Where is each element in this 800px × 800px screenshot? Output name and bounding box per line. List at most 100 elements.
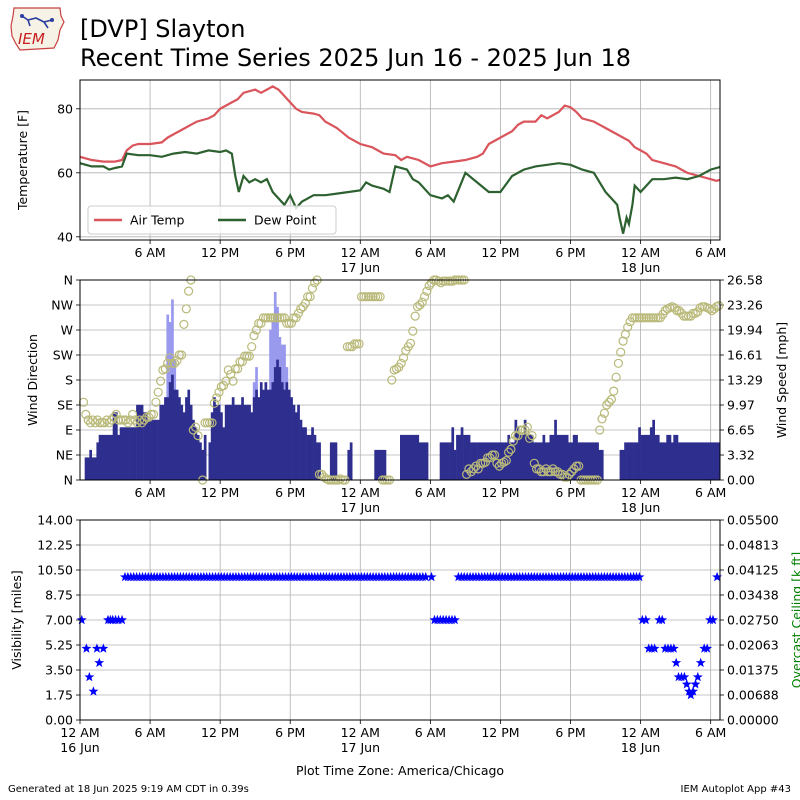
visibility-point bbox=[98, 643, 109, 653]
wind-speed-bar bbox=[619, 449, 623, 480]
wind-speed-bar bbox=[98, 434, 102, 480]
wind-direction-point bbox=[156, 376, 166, 386]
x-tick-label: 12 PM bbox=[481, 245, 519, 260]
wind-speed-bar bbox=[656, 434, 660, 480]
wind-speed-bar bbox=[647, 434, 651, 480]
wind-speed-bar bbox=[154, 419, 158, 480]
wind-speed-bar bbox=[514, 419, 518, 480]
app-attribution: IEM Autoplot App #43 bbox=[680, 784, 791, 795]
wind-speed-bar bbox=[542, 434, 546, 480]
wind-speed-bar bbox=[535, 442, 539, 480]
wind-direction-point bbox=[529, 458, 539, 468]
wind-speed-bar bbox=[112, 412, 116, 480]
wind-speed-bar bbox=[238, 404, 242, 480]
wind-direction-point bbox=[438, 276, 448, 286]
wind-speed-bar bbox=[290, 397, 293, 480]
ceiling-tick-label: 0.04125 bbox=[727, 563, 779, 578]
visibility-point bbox=[76, 614, 87, 625]
visibility-point bbox=[88, 686, 99, 696]
wind-speed-bar bbox=[591, 442, 595, 480]
visibility-point bbox=[681, 679, 692, 689]
wind-direction-point bbox=[627, 313, 638, 323]
wind-direction-point bbox=[293, 308, 303, 318]
wind-direction-point bbox=[144, 412, 154, 422]
wind-speed-bar bbox=[689, 442, 693, 480]
wind-speed-bar bbox=[547, 442, 550, 480]
direction-tick-label: W bbox=[61, 323, 73, 338]
wind-speed-bar bbox=[692, 442, 695, 480]
wind-direction-point bbox=[492, 458, 502, 468]
x-tick-label: 12 AM bbox=[60, 725, 99, 740]
wind-speed-bar bbox=[444, 442, 448, 480]
wind-direction-point bbox=[436, 278, 446, 288]
wind-direction-point bbox=[268, 313, 278, 323]
wind-speed-bar bbox=[549, 434, 553, 480]
wind-direction-point bbox=[560, 472, 570, 482]
wind-speed-bar bbox=[516, 427, 520, 480]
visibility-point bbox=[668, 643, 679, 653]
visibility-tick-label: 12.25 bbox=[37, 538, 73, 553]
wind-direction-point bbox=[426, 278, 437, 288]
wind-speed-bar bbox=[460, 427, 464, 480]
wind-direction-point bbox=[81, 409, 91, 419]
wind-direction-point bbox=[237, 357, 247, 367]
wind-direction-point bbox=[279, 313, 289, 323]
wind-direction-point bbox=[599, 408, 610, 418]
wind-direction-point bbox=[212, 393, 222, 403]
wind-direction-point bbox=[564, 469, 574, 479]
wind-speed-bar bbox=[159, 404, 163, 480]
wind-direction-point bbox=[538, 467, 549, 477]
wind-speed-bar bbox=[416, 434, 420, 480]
direction-tick-label: NW bbox=[51, 298, 73, 313]
wind-speed-bar bbox=[710, 442, 714, 480]
wind-speed-bar bbox=[699, 442, 702, 480]
ceiling-tick-label: 0.03438 bbox=[727, 588, 779, 603]
x-tick-label: 12 PM bbox=[481, 725, 519, 740]
x-tick-label: 12 PM bbox=[481, 485, 519, 500]
wind-speed-bar bbox=[334, 442, 338, 480]
wind-speed-bar bbox=[481, 442, 485, 480]
wind-speed-bar bbox=[579, 442, 583, 480]
visibility-tick-label: 10.50 bbox=[37, 563, 73, 578]
wind-speed-bar bbox=[593, 442, 597, 480]
wind-direction-point bbox=[641, 313, 652, 323]
x-tick-label: 12 AM bbox=[341, 725, 380, 740]
wind-direction-point bbox=[553, 467, 563, 477]
wind-speed-bar bbox=[180, 404, 184, 480]
wind-speed-bar bbox=[512, 442, 515, 480]
wind-speed-bar bbox=[540, 442, 543, 480]
wind-speed-bar bbox=[196, 434, 200, 480]
wind-speed-bar bbox=[189, 404, 193, 480]
wind-speed-bar bbox=[234, 404, 237, 480]
wind-direction-point bbox=[396, 358, 406, 368]
wind-speed-bar bbox=[472, 442, 476, 480]
visibility-point bbox=[657, 614, 668, 625]
wind-speed-bar bbox=[449, 442, 452, 480]
wind-direction-point bbox=[632, 313, 642, 323]
y-tick-label: 60 bbox=[57, 165, 73, 180]
wind-speed-bar bbox=[635, 442, 639, 480]
wind-speed-bar bbox=[561, 434, 564, 480]
wind-speed-bar bbox=[248, 404, 251, 480]
wind-speed-bar bbox=[586, 442, 590, 480]
wind-speed-bar bbox=[530, 434, 534, 480]
wind-direction-point bbox=[282, 318, 292, 328]
speed-tick-label: 23.26 bbox=[727, 298, 763, 313]
wind-direction-point bbox=[623, 322, 633, 332]
wind-speed-bar bbox=[631, 442, 634, 480]
wind-speed-bar bbox=[414, 434, 417, 480]
wind-speed-bar bbox=[280, 382, 284, 480]
wind-direction-point bbox=[363, 292, 374, 302]
wind-direction-point bbox=[106, 415, 117, 425]
wind-direction-point bbox=[490, 450, 500, 460]
wind-direction-point bbox=[574, 461, 584, 471]
logo-text: IEM bbox=[18, 30, 45, 48]
wind-speed-bar bbox=[213, 397, 216, 480]
visibility-point bbox=[695, 657, 706, 668]
x-tick-label: 12 PM bbox=[201, 245, 239, 260]
wind-speed-bar bbox=[523, 419, 527, 480]
wind-speed-bar bbox=[103, 434, 107, 480]
x-tick-label: 6 AM bbox=[134, 725, 165, 740]
wind-direction-point bbox=[128, 409, 138, 419]
wind-speed-bar bbox=[217, 404, 221, 480]
